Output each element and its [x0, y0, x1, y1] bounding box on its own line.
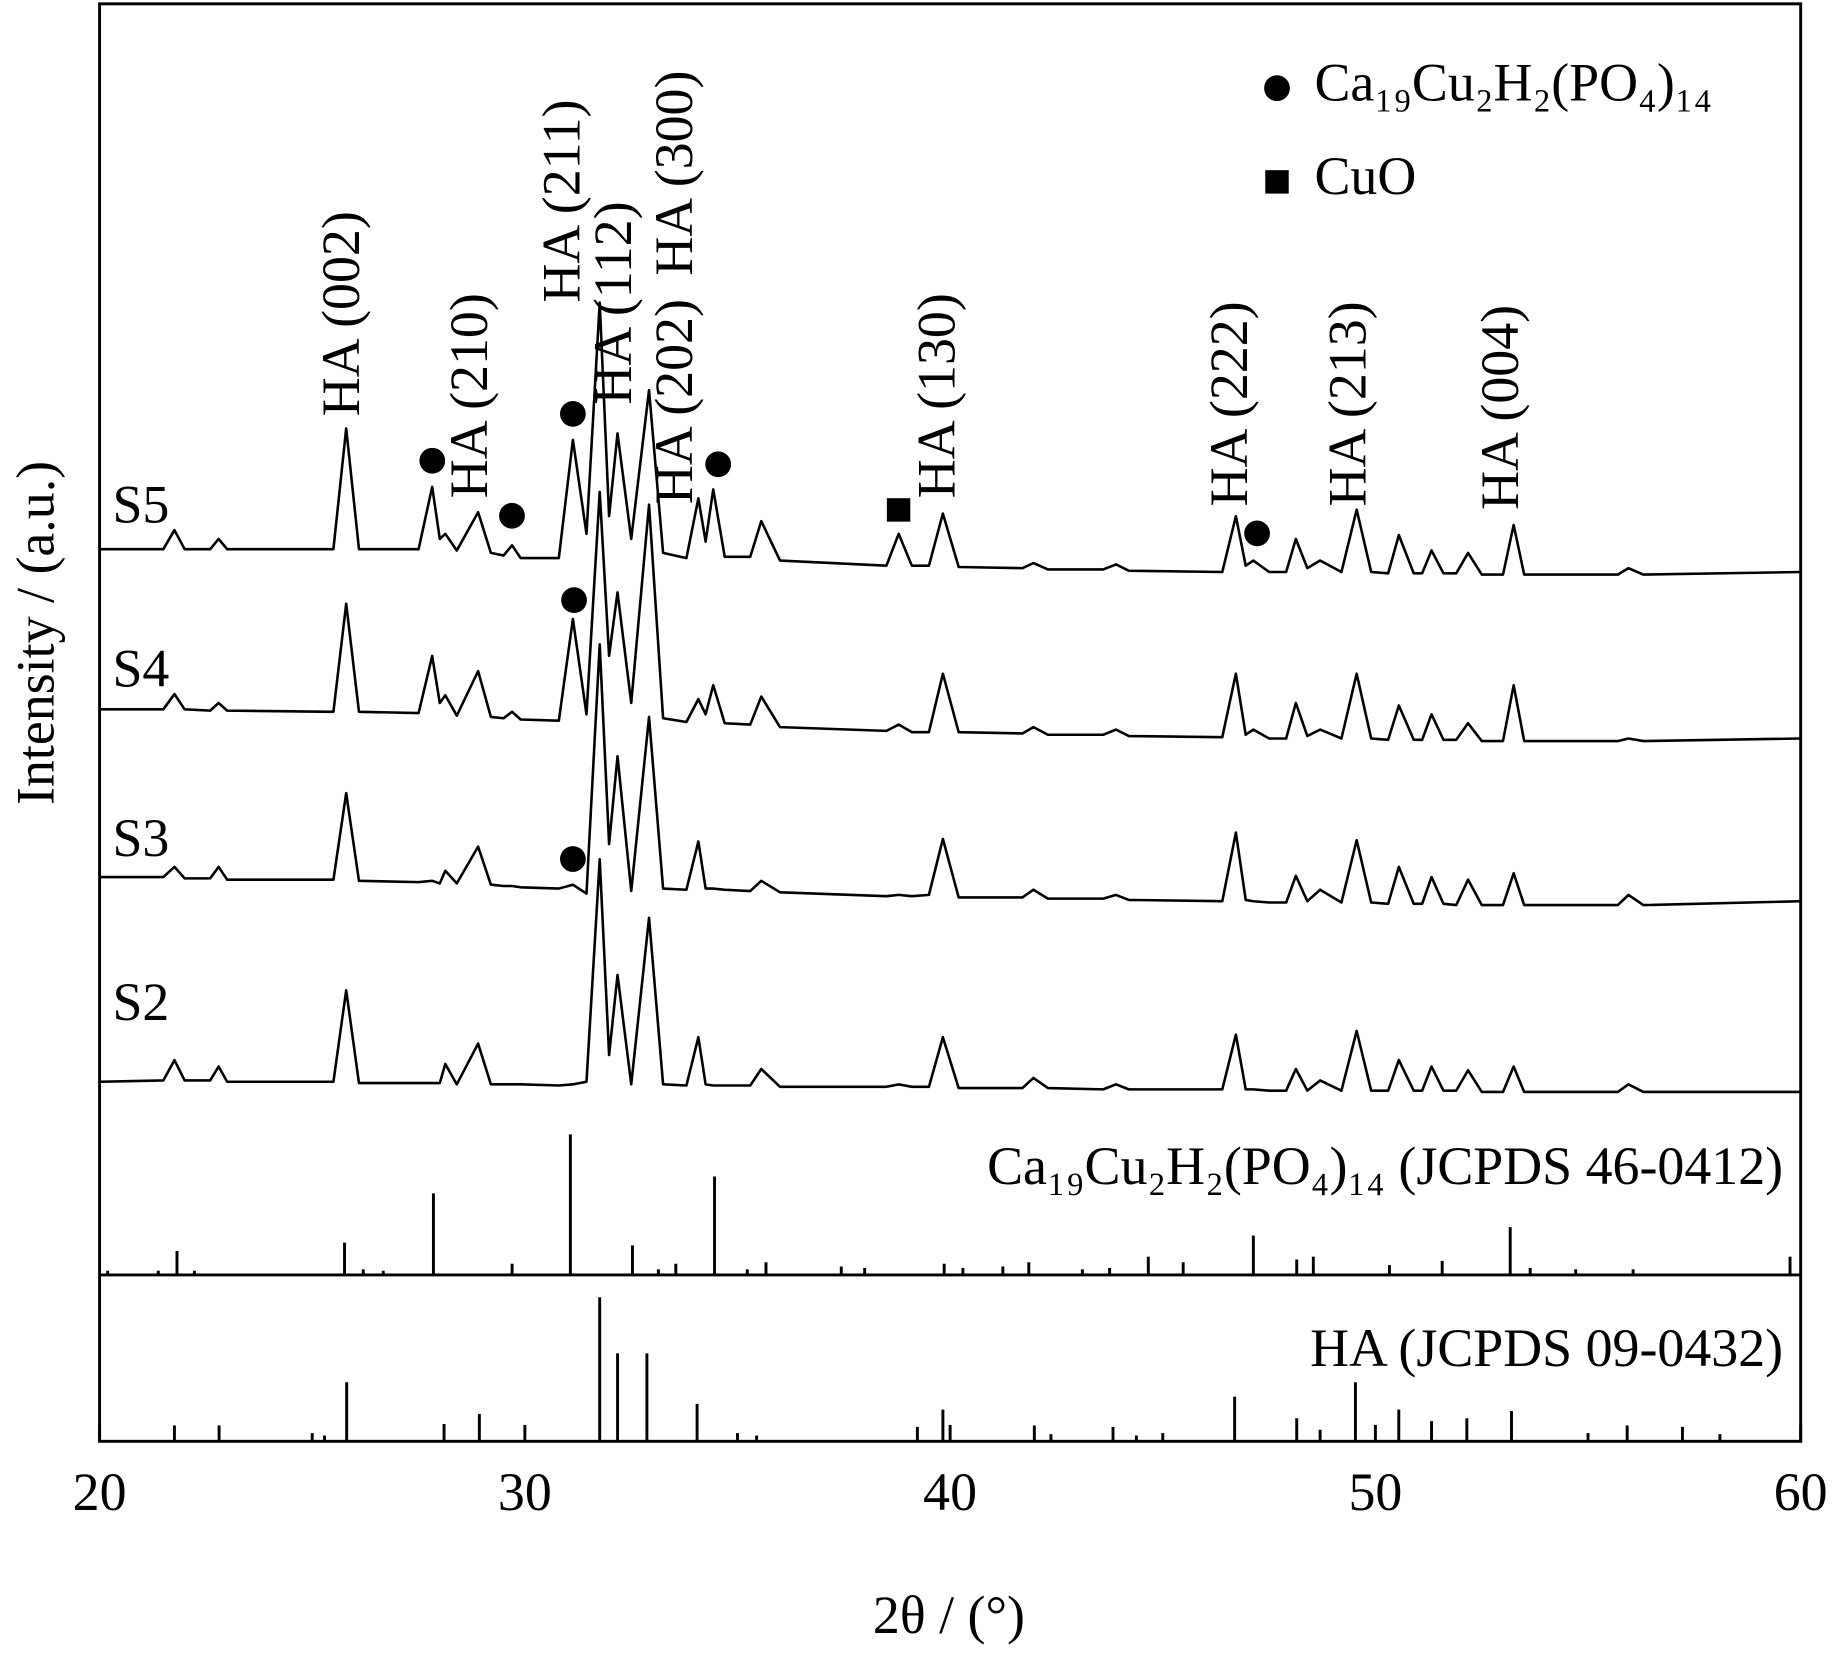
x-tick-label: 40	[923, 1462, 977, 1522]
phase-marker	[560, 846, 586, 872]
x-tick-label: 30	[498, 1462, 552, 1522]
reference-label: Ca₁₉Cu₂H₂(PO₄)₁₄ (JCPDS 46-0412)	[987, 1136, 1783, 1196]
x-tick-label: 50	[1348, 1462, 1402, 1522]
legend-marker	[1265, 170, 1289, 194]
x-tick-label: 20	[73, 1462, 127, 1522]
y-axis-label: Intensity / (a.u.)	[5, 461, 65, 805]
phase-marker	[561, 587, 587, 614]
peak-annotation: HA (004)	[1470, 305, 1530, 510]
series-label: S5	[112, 474, 169, 534]
peak-annotation: HA (222)	[1199, 301, 1259, 506]
reference-label: HA (JCPDS 09-0432)	[1310, 1318, 1783, 1378]
peak-annotation: HA (300)	[644, 71, 704, 276]
legend-label: CuO	[1314, 146, 1416, 206]
peak-annotation: HA (211)	[531, 100, 591, 303]
phase-marker	[499, 502, 525, 529]
phase-marker	[419, 447, 446, 474]
series-label: S4	[112, 638, 169, 698]
xrd-trace	[99, 301, 1801, 576]
phase-marker	[560, 400, 586, 427]
xrd-trace	[99, 490, 1801, 743]
peak-annotation: HA (213)	[1318, 301, 1378, 506]
peak-annotation: HA (002)	[311, 211, 371, 416]
series-label: S3	[112, 808, 169, 868]
legend-label: Ca₁₉Cu₂H₂(PO₄)₁₄	[1314, 53, 1712, 113]
x-tick-label: 60	[1774, 1462, 1828, 1522]
x-axis-label: 2θ / (°)	[873, 1585, 1025, 1645]
phase-marker	[705, 451, 732, 478]
peak-annotation: HA (112)	[583, 201, 643, 404]
xrd-trace	[99, 857, 1801, 1094]
xrd-trace	[99, 643, 1801, 907]
peak-annotation: HA (210)	[439, 293, 499, 498]
peak-annotation: HA (130)	[906, 293, 966, 498]
phase-marker	[1244, 520, 1270, 547]
phase-marker	[886, 498, 911, 522]
legend-marker	[1264, 75, 1290, 102]
peak-annotation: HA (202)	[644, 299, 704, 504]
series-label: S2	[112, 972, 169, 1032]
